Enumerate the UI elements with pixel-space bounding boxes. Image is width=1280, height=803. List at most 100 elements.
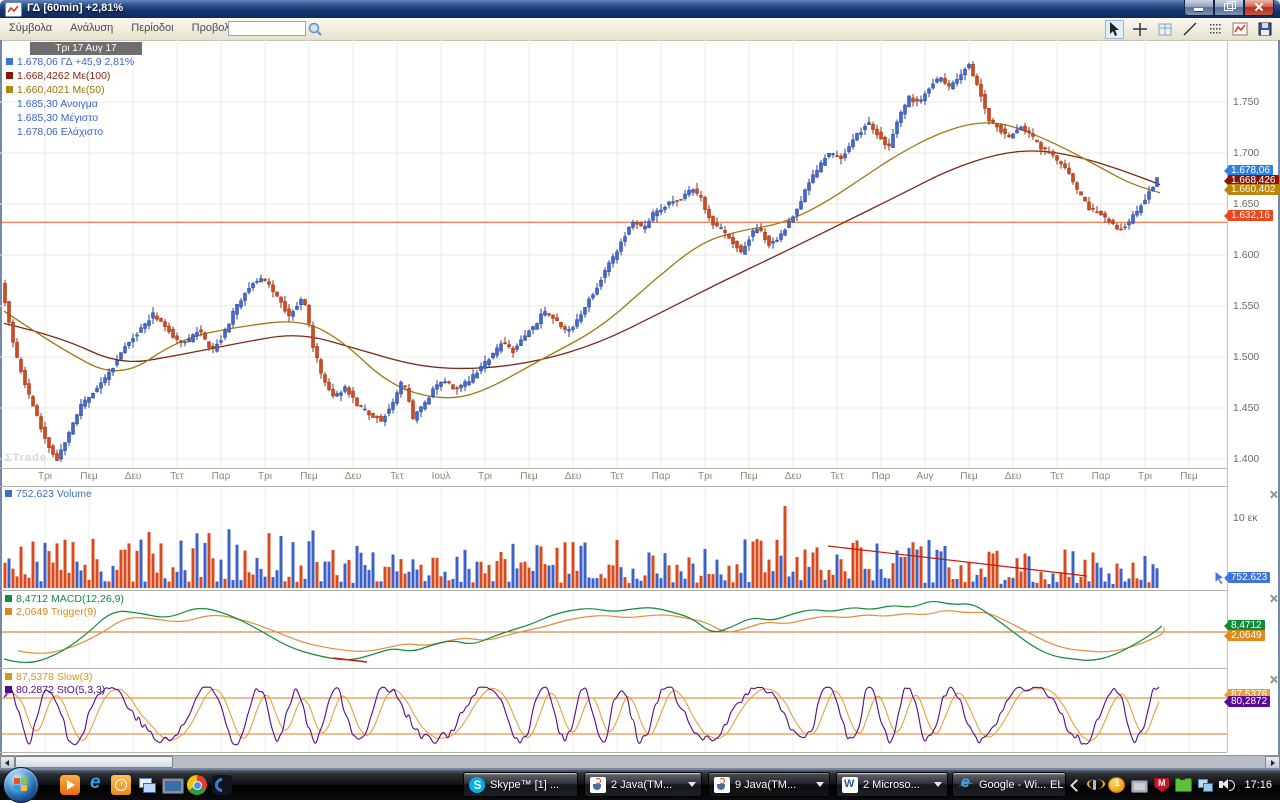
x-axis-label: Τρι (477, 471, 493, 482)
x-axis-label: Τρι (257, 471, 273, 482)
x-axis-label: Πεμ (960, 471, 978, 482)
menu-Σύμβολα[interactable]: Σύμβολα (9, 22, 53, 34)
menu-Ανάλυση[interactable]: Ανάλυση (70, 22, 114, 34)
language-indicator[interactable]: EL (1050, 779, 1064, 791)
x-axis-label: Τρι (697, 471, 713, 482)
mcafee-icon[interactable] (1154, 778, 1170, 792)
taskbar-button-ie-4[interactable]: Google - Wi... (952, 772, 1066, 797)
crescent-browser-icon[interactable] (212, 775, 232, 795)
macd-panel[interactable] (0, 592, 1227, 668)
taskbar-button-java-1[interactable]: 2 Java(TM... (584, 772, 702, 797)
trendline-tool-icon[interactable] (1182, 21, 1199, 38)
x-axis-label: Δευ (344, 471, 362, 482)
axis-rail-border (1227, 40, 1228, 752)
window-frame-left (0, 40, 2, 768)
x-axis-label: Ιουλ (431, 471, 451, 482)
app-icon (5, 2, 22, 17)
price-badge: 87,5378 (1224, 689, 1271, 700)
search-icon[interactable] (306, 20, 324, 38)
x-axis-label: Τετ (830, 471, 844, 482)
taskbar-button-skype-0[interactable]: Skype™ [1] ... (463, 772, 578, 797)
price-badge: 1.632,16 (1224, 210, 1273, 221)
x-axis-label: Παρ (211, 471, 231, 482)
taskbar-button-java-2[interactable]: 9 Java(TM... (708, 772, 830, 797)
chart-tool-icon[interactable] (1232, 21, 1249, 38)
power-tray-icon[interactable] (1175, 776, 1193, 792)
x-axis-label: Δευ (1004, 471, 1022, 482)
show-desktop-icon[interactable] (162, 778, 184, 794)
horizontal-scrollbar[interactable] (0, 755, 1280, 769)
hidden-icons-chevron[interactable] (1070, 778, 1084, 792)
notification-badge[interactable] (1108, 777, 1126, 793)
stochastic-panel[interactable] (0, 670, 1227, 752)
chevron-down-icon[interactable] (688, 782, 696, 787)
crosshair-tool-icon[interactable] (1132, 21, 1149, 38)
price-chart[interactable] (0, 40, 1227, 486)
chevron-down-icon[interactable] (934, 782, 942, 787)
ie-icon (958, 774, 974, 793)
legend-date: Τρι 17 Αυγ 17 (30, 42, 142, 55)
x-axis-label: Πεμ (300, 471, 318, 482)
price-badge: 8,4712 (1224, 620, 1265, 631)
price-badge: 1.668,426 (1224, 175, 1279, 186)
legend-open-row: 1.685,30 Ανοιγμα (17, 98, 98, 110)
volume-legend: 752.623 Volume (5, 488, 92, 501)
minimize-button[interactable] (1184, 0, 1214, 16)
window-frame-right (1278, 40, 1280, 768)
legend-ma100-row: 1.668,4262 Με(100) (17, 70, 111, 82)
start-button[interactable] (3, 767, 39, 803)
legend-low-row: 1.678,06 Ελάχιστο (17, 126, 104, 138)
mouse-cursor (1214, 570, 1226, 586)
series-marker (6, 86, 13, 93)
titlebar: ΓΔ [60min] +2,81% (0, 0, 1280, 18)
chevron-down-icon[interactable] (816, 782, 824, 787)
restore-button[interactable] (1214, 0, 1244, 16)
x-axis-label: Δευ (124, 471, 142, 482)
scrollbar-thumb[interactable] (15, 756, 173, 768)
display-tray-icon[interactable] (1131, 779, 1149, 793)
x-axis-label: Τετ (170, 471, 184, 482)
x-axis-label: Πεμ (740, 471, 758, 482)
windows-logo-icon (14, 778, 27, 791)
volume-panel[interactable] (0, 487, 1227, 590)
close-icon[interactable] (1269, 490, 1278, 499)
clock[interactable]: 17:16 (1244, 779, 1272, 791)
price-badge: 1.660,402 (1224, 184, 1279, 195)
signal-tray-icon[interactable] (1087, 778, 1106, 792)
volume-marker (5, 490, 12, 497)
symbol-search-input[interactable] (228, 21, 306, 36)
internet-explorer-icon[interactable] (86, 772, 106, 795)
price-tick: 1.550 (1233, 300, 1260, 312)
price-tick: 1.700 (1233, 147, 1260, 159)
clock-app-icon[interactable] (111, 775, 131, 795)
menu-Περίοδοι[interactable]: Περίοδοι (131, 22, 174, 34)
x-axis-label: Τρι (1137, 471, 1153, 482)
x-axis-label: Τετ (390, 471, 404, 482)
pointer-tool-icon[interactable] (1105, 19, 1124, 39)
divider (0, 752, 1227, 753)
window-switcher-icon[interactable] (137, 775, 157, 795)
window-frame-bottom (0, 768, 1280, 770)
dots-tool-icon[interactable] (1207, 21, 1224, 38)
close-button[interactable] (1244, 0, 1274, 16)
x-axis-label: Παρ (1091, 471, 1111, 482)
taskbar: Skype™ [1] ...2 Java(TM...9 Java(TM...2 … (0, 767, 1280, 803)
skype-icon (469, 776, 485, 793)
taskbar-button-word-3[interactable]: 2 Microso... (836, 772, 948, 797)
series-marker (6, 58, 13, 65)
grid-tool-icon[interactable] (1157, 21, 1174, 38)
x-axis-label: Δευ (784, 471, 802, 482)
media-player-icon[interactable] (60, 775, 80, 795)
menu-Προβολή[interactable]: Προβολή (191, 22, 236, 34)
close-icon[interactable] (1269, 675, 1278, 684)
chrome-icon[interactable] (187, 775, 207, 795)
close-icon[interactable] (1269, 594, 1278, 603)
network-tray-icon[interactable] (1198, 778, 1214, 792)
x-axis-label: Δευ (564, 471, 582, 482)
x-axis-label: Πεμ (520, 471, 538, 482)
macd-marker (5, 595, 12, 602)
price-tick: 1.400 (1233, 453, 1260, 465)
volume-tray-icon[interactable] (1219, 778, 1236, 792)
save-tool-icon[interactable] (1257, 21, 1274, 38)
volume-axis-label: 10 εκ (1233, 512, 1258, 524)
